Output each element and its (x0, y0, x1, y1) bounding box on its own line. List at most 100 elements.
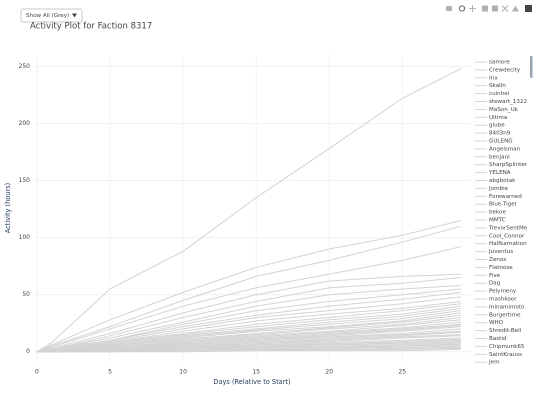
legend-label: Forewarned (489, 194, 522, 200)
legend-item[interactable]: Crewdecity (475, 67, 521, 73)
y-tick-label: 150 (19, 177, 31, 184)
reset-icon[interactable] (512, 5, 519, 12)
legend-label: 8403n9 (489, 131, 511, 137)
legend-item[interactable]: Dag (475, 281, 501, 287)
x-tick-label: 25 (398, 369, 406, 376)
legend-item[interactable]: Zenox (475, 257, 507, 263)
x-axis-title: Days (Relative to Start) (213, 378, 290, 386)
legend-item[interactable]: Skalln (475, 83, 506, 89)
legend-label: cuinhei (489, 91, 510, 97)
legend-item[interactable]: Pelymeny (475, 289, 517, 295)
series-line (36, 273, 461, 353)
legend-item[interactable]: Chipmunk65 (475, 344, 525, 350)
zoom-in-icon[interactable] (482, 5, 488, 12)
legend-item[interactable]: mashkoor (475, 297, 517, 303)
x-tick-label: 5 (108, 369, 112, 376)
legend-scrollbar[interactable] (530, 56, 533, 78)
y-tick-label: 50 (22, 291, 30, 298)
legend-item[interactable]: Five (475, 273, 501, 279)
plotly-logo[interactable] (525, 5, 532, 12)
legend-item[interactable]: minamimoto (475, 304, 525, 310)
legend-item[interactable]: Angelsman (475, 146, 521, 152)
legend-item[interactable]: TrevorSentMe (475, 225, 528, 231)
legend-item[interactable]: MaSon_Uk (475, 107, 519, 113)
legend-item[interactable]: Ultima (475, 115, 507, 121)
dropdown-box[interactable] (20, 8, 83, 23)
x-tick-label: 20 (325, 369, 333, 376)
camera-icon[interactable] (446, 6, 452, 11)
y-tick-label: 200 (19, 120, 31, 127)
legend-item[interactable]: GULENG (475, 139, 513, 145)
chart-title: Activity Plot for Faction 8317 (30, 22, 152, 32)
legend-item[interactable]: Burgertime (475, 312, 521, 318)
dropdown-arrow[interactable] (72, 13, 77, 18)
legend-item[interactable]: abgbotak (475, 178, 516, 184)
legend-label: Chipmunk65 (489, 344, 525, 350)
x-tick-label: 0 (35, 369, 39, 376)
legend-item[interactable]: Irix (475, 75, 499, 81)
legend-label: GULENG (489, 139, 513, 145)
legend-label: Pelymeny (489, 289, 517, 295)
dropdown[interactable]: Show All (Grey) (20, 8, 83, 23)
legend-label: Bastid (489, 336, 507, 342)
y-tick-label: 0 (26, 348, 30, 355)
legend-item[interactable]: samore (475, 60, 510, 66)
x-tick-label: 15 (252, 369, 260, 376)
legend-item[interactable]: glube (475, 123, 505, 129)
legend-item[interactable]: Flatnose (475, 265, 513, 271)
legend-label: TrevorSentMe (488, 225, 528, 231)
series-line (36, 348, 461, 353)
legend-item[interactable]: bekoe (475, 210, 506, 216)
legend-label: Jem (488, 360, 500, 366)
legend-item[interactable]: Forewarned (475, 194, 522, 200)
zoom-out-icon[interactable] (492, 5, 498, 12)
legend-item[interactable]: Shredit-Bell (475, 328, 522, 334)
legend-label: Juventus (488, 249, 513, 255)
pan-icon[interactable] (469, 5, 476, 12)
legend-item[interactable]: Jombie (475, 186, 509, 192)
y-tick-label: 100 (19, 234, 31, 241)
legend-label: WHO (489, 320, 504, 326)
legend-item[interactable]: stewart_1322 (475, 99, 527, 105)
x-tick-label: 10 (179, 369, 187, 376)
toolbar (446, 5, 532, 12)
legend-label: SaintKrauss (489, 352, 522, 358)
legend-label: Cool_Connor (489, 233, 525, 239)
legend-item[interactable]: MMTC (475, 218, 506, 224)
legend-item[interactable]: Blue-Tiger (475, 202, 518, 208)
legend-label: YELENA (488, 170, 511, 176)
legend-item[interactable]: Juventus (475, 249, 513, 255)
series-line (36, 220, 461, 353)
autoscale-icon[interactable] (501, 5, 509, 12)
legend-label: minamimoto (489, 304, 525, 310)
legend-label: Jombie (488, 186, 509, 192)
legend-item[interactable]: Halfkarnation (475, 241, 527, 247)
legend-item[interactable]: SaintKrauss (475, 352, 522, 358)
y-axis-title: Activity (hours) (4, 183, 12, 233)
legend-label: samore (489, 60, 510, 66)
zoom-icon[interactable] (458, 5, 466, 12)
legend-item[interactable]: Bastid (475, 336, 507, 342)
legend-label: MaSon_Uk (489, 107, 519, 113)
legend-item[interactable]: YELENA (475, 170, 511, 176)
legend-item[interactable]: Cool_Connor (475, 233, 525, 239)
legend-label: MMTC (489, 218, 506, 224)
legend-item[interactable]: benjani (475, 154, 510, 160)
series-line (36, 246, 461, 353)
legend-label: Irix (489, 75, 499, 81)
series-line (36, 291, 461, 353)
legend-item[interactable]: 8403n9 (475, 131, 511, 137)
legend-label: SharpSplinter (489, 162, 528, 168)
legend-item[interactable]: SharpSplinter (475, 162, 528, 168)
legend-item[interactable]: Jem (475, 360, 500, 366)
dropdown-label[interactable]: Show All (Grey) (26, 13, 69, 19)
legend-label: bekoe (489, 210, 506, 216)
legend-label: Crewdecity (489, 67, 521, 73)
legend-item[interactable]: cuinhei (475, 91, 510, 97)
series-line (36, 225, 461, 353)
legend-item[interactable]: WHO (475, 320, 504, 326)
legend-label: Angelsman (489, 146, 521, 152)
legend-label: Ultima (489, 115, 507, 121)
legend-label: mashkoor (489, 297, 517, 303)
